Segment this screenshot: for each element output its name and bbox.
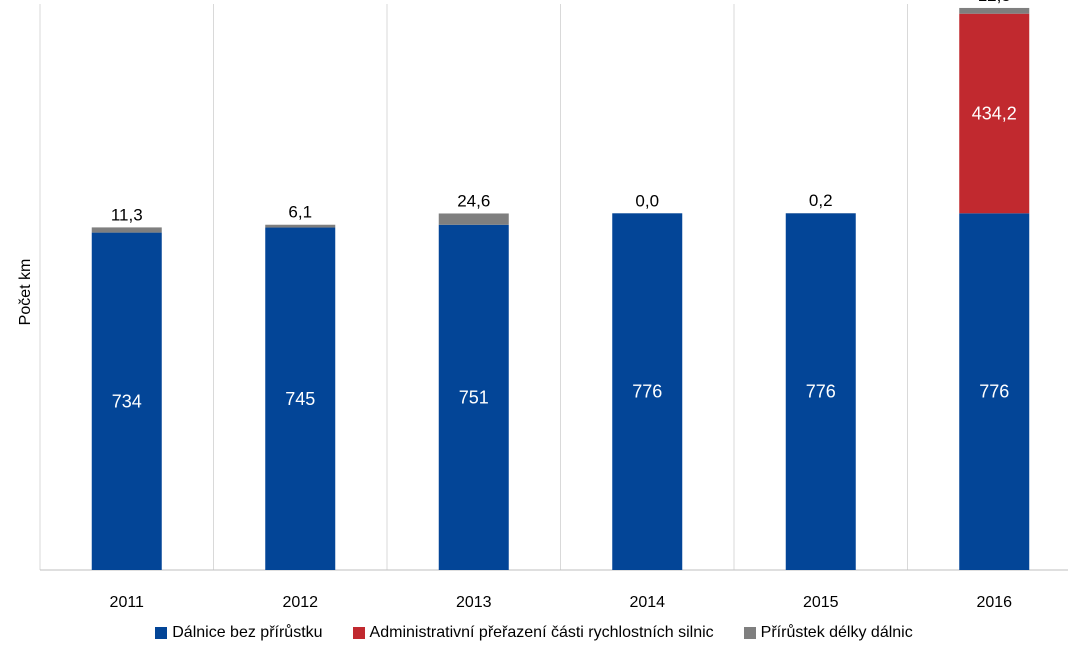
legend-label: Dálnice bez přírůstku xyxy=(172,624,323,641)
legend-label: Administrativní přeřazení části rychlost… xyxy=(369,624,714,641)
data-label: 6,1 xyxy=(288,203,312,222)
data-label: 751 xyxy=(459,387,489,407)
legend-item: Přírůstek délky dálnic xyxy=(743,624,913,642)
x-tick-label: 2015 xyxy=(803,594,839,611)
bar-segment xyxy=(959,13,1030,214)
data-label: 0,0 xyxy=(635,191,659,210)
bar-segment xyxy=(265,227,336,570)
bar-segment xyxy=(438,224,509,570)
legend-swatch xyxy=(352,627,365,639)
legend-label: Přírůstek délky dálnic xyxy=(760,624,913,641)
bar-segment xyxy=(612,213,683,570)
data-label: 434,2 xyxy=(972,103,1017,123)
data-label: 776 xyxy=(632,382,662,402)
legend: Dálnice bez přírůstku Administrativní pře… xyxy=(0,624,1068,642)
bar-segment xyxy=(91,232,162,570)
x-tick-label: 2016 xyxy=(976,594,1012,611)
data-label: 745 xyxy=(285,389,315,409)
data-label: 734 xyxy=(112,391,142,411)
y-axis-label: Počet km xyxy=(17,258,34,326)
x-tick-label: 2011 xyxy=(110,594,145,611)
bar-segment xyxy=(959,7,1030,14)
legend-item: Administrativní přeřazení části rychlost… xyxy=(352,624,714,642)
bar-segment xyxy=(265,224,336,228)
bar-segment xyxy=(438,213,509,225)
bar-segment xyxy=(91,227,162,233)
x-tick-label: 2012 xyxy=(282,594,318,611)
data-label: 24,6 xyxy=(457,191,490,210)
data-label: 12,5 xyxy=(978,0,1011,5)
x-tick-label: 2014 xyxy=(629,594,665,611)
x-tick-label: 2013 xyxy=(456,594,492,611)
data-label: 776 xyxy=(979,382,1009,402)
bar-segment xyxy=(785,213,856,570)
data-label: 0,2 xyxy=(809,191,833,210)
data-label: 776 xyxy=(806,382,836,402)
data-label: 11,3 xyxy=(111,205,143,224)
legend-swatch xyxy=(155,627,168,639)
legend-swatch xyxy=(743,627,756,639)
legend-item: Dálnice bez přírůstku xyxy=(155,624,323,642)
bar-segment xyxy=(959,213,1030,570)
